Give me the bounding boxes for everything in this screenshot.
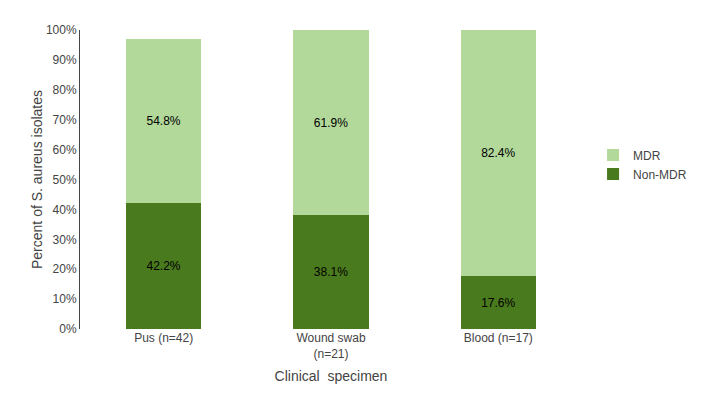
svg-text:38.1%: 38.1% (314, 265, 348, 279)
svg-text:Pus (n=42): Pus (n=42) (134, 331, 193, 345)
svg-text:Blood (n=17): Blood (n=17) (464, 331, 533, 345)
svg-text:MDR: MDR (633, 149, 661, 163)
svg-text:42.2%: 42.2% (146, 259, 180, 273)
svg-text:90%: 90% (53, 53, 77, 67)
svg-text:50%: 50% (53, 173, 77, 187)
svg-text:10%: 10% (53, 292, 77, 306)
svg-text:80%: 80% (53, 83, 77, 97)
svg-text:40%: 40% (53, 203, 77, 217)
svg-text:Clinical specimen: Clinical specimen (275, 368, 388, 384)
svg-text:Wound swab(n=21): Wound swab(n=21) (296, 331, 365, 361)
svg-text:Percent of S. aureus isolates: Percent of S. aureus isolates (29, 90, 45, 269)
svg-text:20%: 20% (53, 262, 77, 276)
svg-text:82.4%: 82.4% (481, 146, 515, 160)
svg-text:0%: 0% (59, 322, 77, 336)
svg-text:100%: 100% (46, 23, 77, 37)
svg-text:70%: 70% (53, 113, 77, 127)
svg-text:17.6%: 17.6% (481, 296, 515, 310)
svg-text:54.8%: 54.8% (146, 114, 180, 128)
svg-text:60%: 60% (53, 143, 77, 157)
svg-text:Non-MDR: Non-MDR (633, 168, 687, 182)
svg-text:30%: 30% (53, 233, 77, 247)
svg-text:61.9%: 61.9% (314, 116, 348, 130)
